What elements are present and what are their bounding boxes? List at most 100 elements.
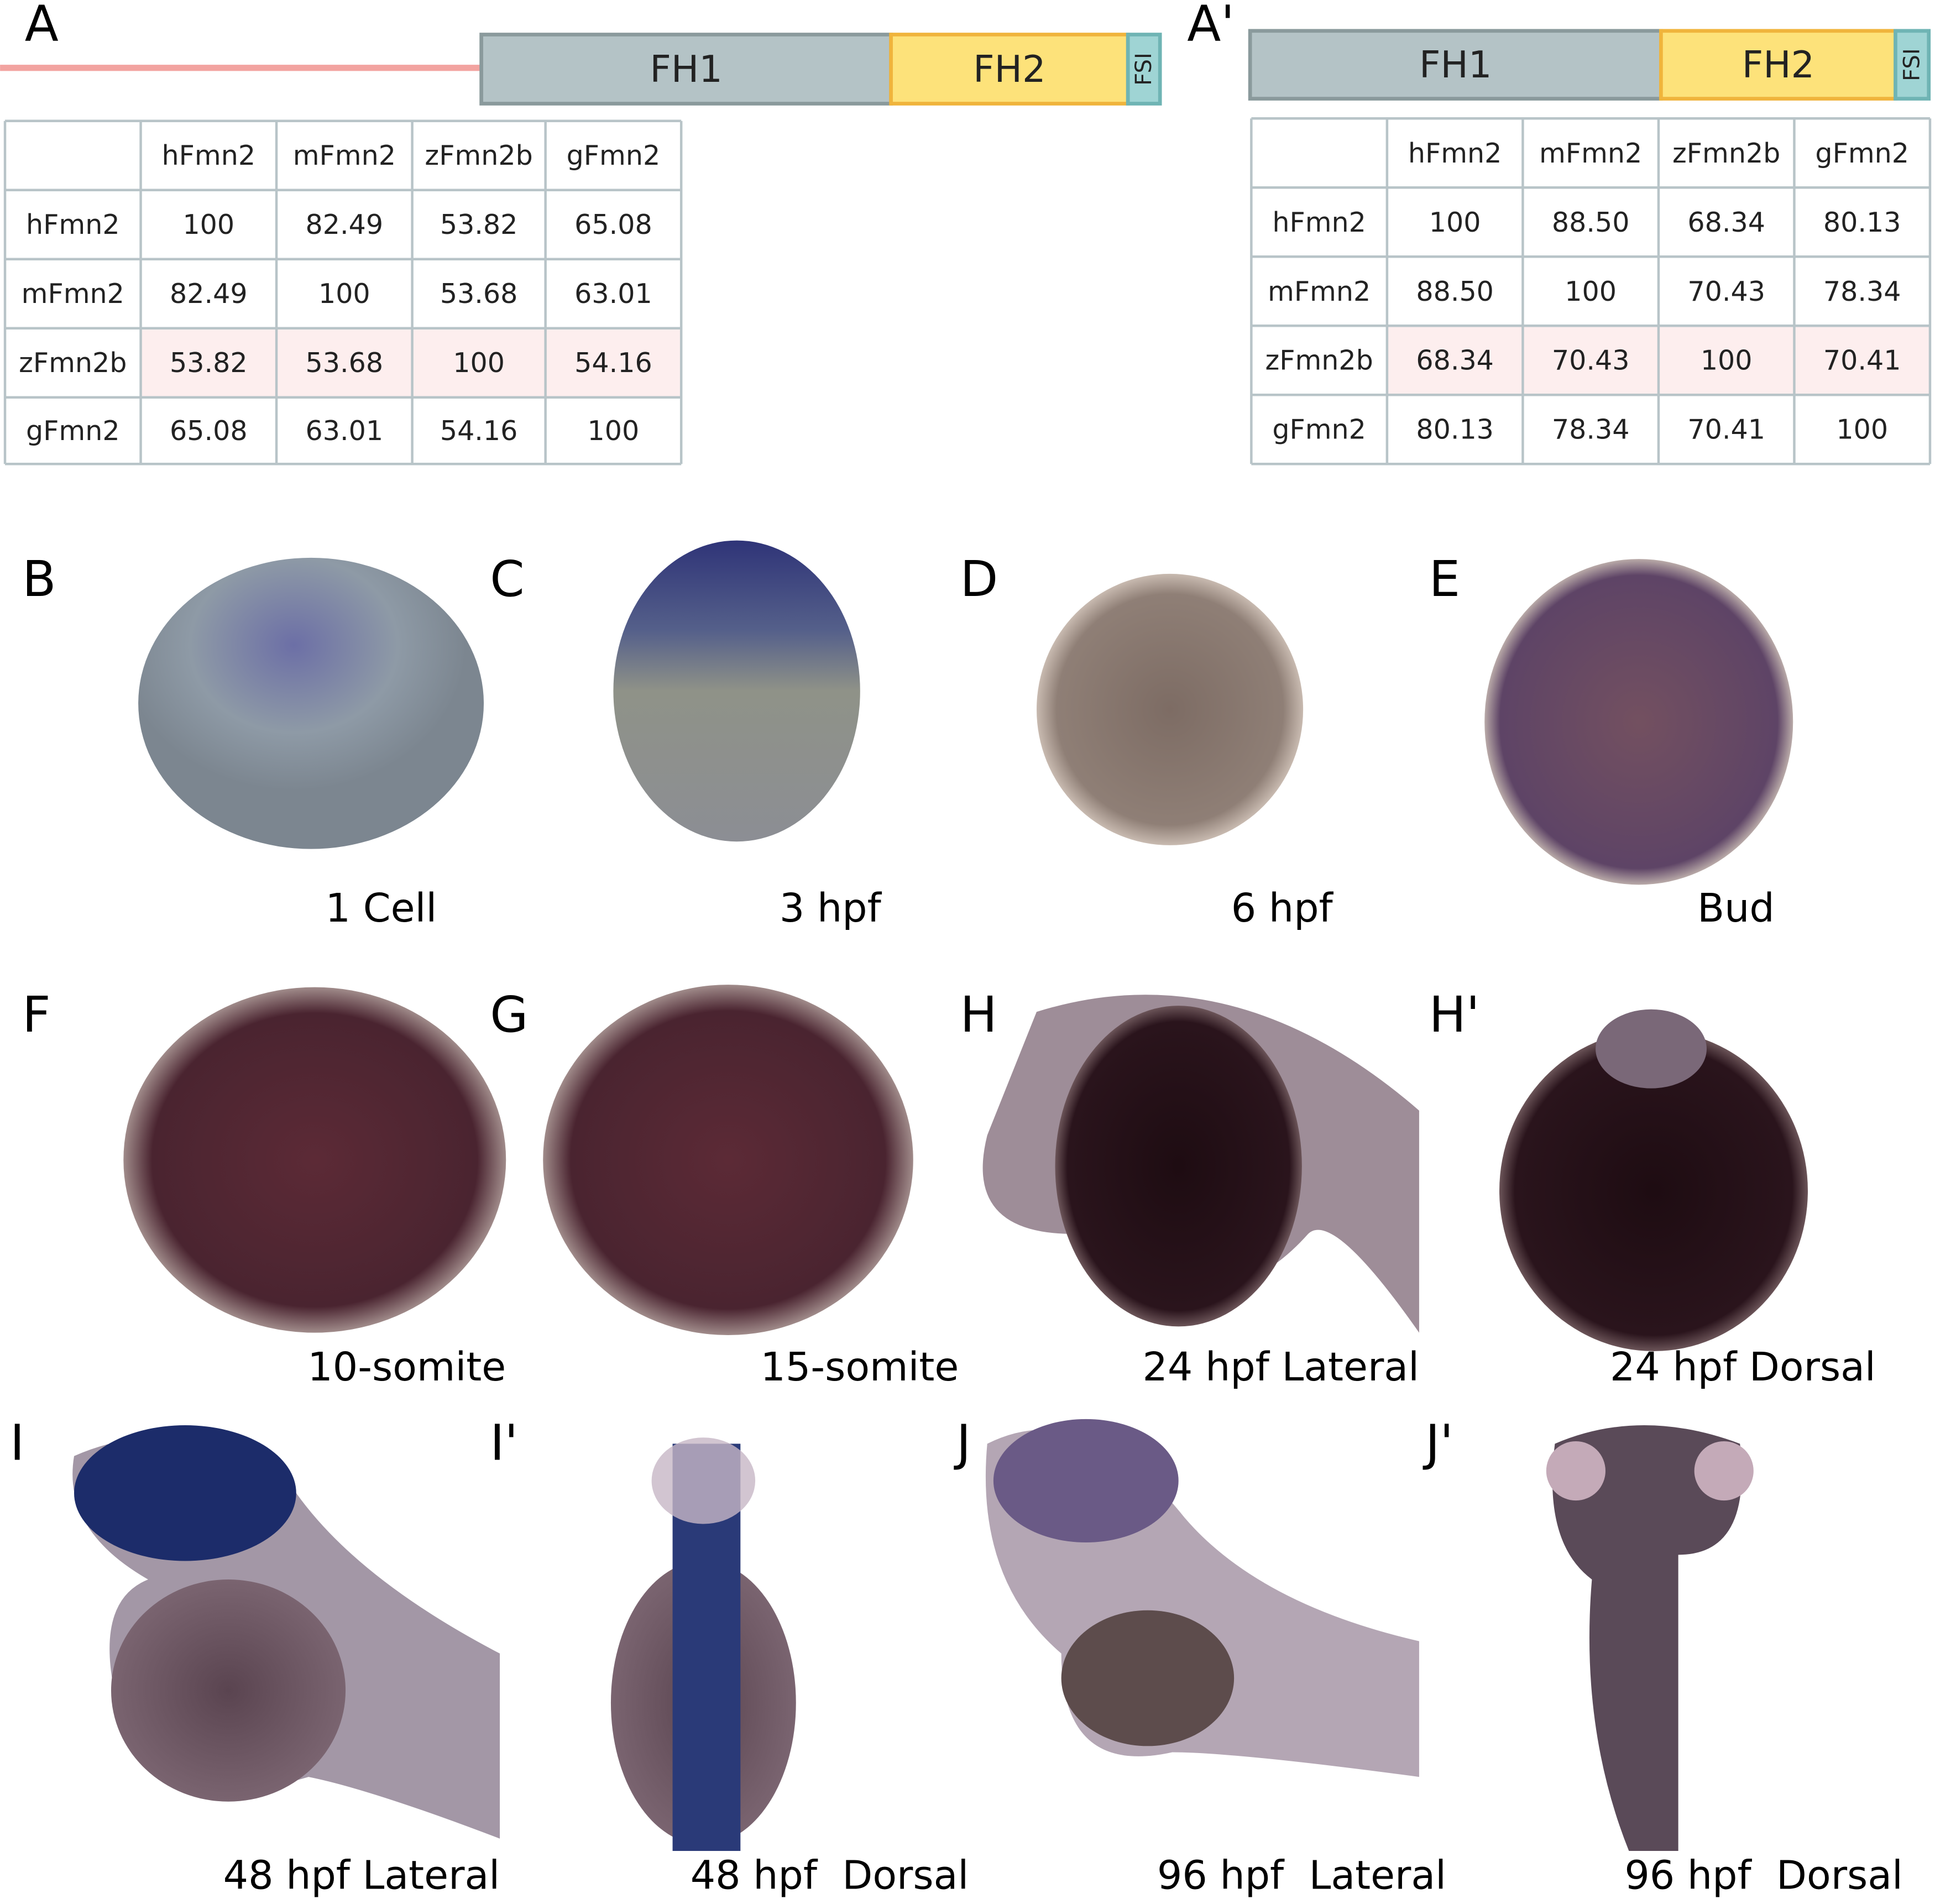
embryo <box>993 1419 1179 1543</box>
embryo-images <box>72 540 1808 1851</box>
embryo <box>1499 1030 1808 1352</box>
panel-label: H <box>960 986 997 1044</box>
row-header: mFmn2 <box>22 278 124 310</box>
table-cell: 100 <box>1429 206 1481 238</box>
panel-table: A' FH1 FH2 FSI hFmn2 mFmn2 zFmn2b gFmn2 hFmn2 100… <box>1187 0 1932 465</box>
table-cell: 63.01 <box>306 415 384 447</box>
embryo <box>1061 1610 1235 1746</box>
panel-label: F <box>22 986 50 1044</box>
embryo <box>138 557 484 849</box>
row-header: zFmn2b <box>1265 344 1373 376</box>
table-cell: 100 <box>1565 275 1617 307</box>
table-cell: 82.49 <box>170 278 248 310</box>
panel-label: H' <box>1429 986 1480 1044</box>
column-header: hFmn2 <box>1408 137 1502 169</box>
table-cell: 100 <box>453 347 505 379</box>
table-cell: 100 <box>318 278 370 310</box>
domain-label: FSI <box>1131 53 1157 86</box>
domain-box <box>889 33 1130 106</box>
panel-label: J' <box>1423 1414 1453 1472</box>
embryo <box>613 540 860 842</box>
panel-label: A <box>25 0 59 53</box>
table-cell: 70.41 <box>1823 344 1901 376</box>
panel-label: E <box>1429 551 1460 608</box>
table-cell: 100 <box>182 208 234 240</box>
domain-box <box>1659 29 1897 101</box>
row-header: gFmn2 <box>1272 414 1366 446</box>
embryo <box>1484 559 1793 885</box>
embryo <box>123 987 506 1333</box>
column-header: zFmn2b <box>1672 137 1780 169</box>
panel-caption: 6 hpf <box>1231 885 1334 931</box>
panel-caption: 48 hpf Lateral <box>223 1853 500 1898</box>
table-cell: 53.68 <box>440 278 518 310</box>
domain-label: FH1 <box>650 48 722 91</box>
table-cell: 80.13 <box>1823 206 1901 238</box>
embryo <box>74 1425 296 1561</box>
panel-caption: 24 hpf Lateral <box>1143 1344 1419 1390</box>
panel-table: A FH1 FH2 FSI hFmn2 mFmn2 zFmn2b gFmn2 hFmn2 100 8… <box>3 0 1162 465</box>
panel-caption: Bud <box>1697 885 1775 931</box>
panel-caption: 24 hpf Dorsal <box>1610 1344 1876 1390</box>
table-cell: 68.34 <box>1687 206 1765 238</box>
table-cell: 70.43 <box>1687 275 1765 307</box>
domain-label: FH2 <box>1742 43 1814 86</box>
table-cell: 100 <box>1836 414 1888 446</box>
embryo <box>651 1437 756 1524</box>
embryo <box>1552 1425 1742 1851</box>
panel-caption: 15-somite <box>761 1344 959 1390</box>
table-cell: 78.34 <box>1552 414 1630 446</box>
embryo <box>543 985 913 1336</box>
panel-caption: 96 hpf Lateral <box>1157 1853 1446 1898</box>
table-cell: 70.43 <box>1552 344 1630 376</box>
panel-caption: 1 Cell <box>326 885 437 931</box>
table-cell: 88.50 <box>1552 206 1630 238</box>
table-cell: 54.16 <box>440 415 518 447</box>
table-cell: 63.01 <box>574 278 652 310</box>
panel-caption: 3 hpf <box>780 885 882 931</box>
panel-label: D <box>960 551 998 608</box>
row-header: hFmn2 <box>1272 206 1366 238</box>
panel-label: G <box>490 986 528 1044</box>
table-cell: 100 <box>1701 344 1753 376</box>
table-cell: 80.13 <box>1416 414 1494 446</box>
table-cell: 53.82 <box>440 208 518 240</box>
row-header: gFmn2 <box>26 415 120 447</box>
table-cell: 88.50 <box>1416 275 1494 307</box>
table-cell: 53.82 <box>170 347 248 379</box>
table-cell: 65.08 <box>170 415 248 447</box>
row-header: zFmn2b <box>19 347 127 379</box>
panel-label: C <box>490 551 524 608</box>
table-cell: 82.49 <box>306 208 384 240</box>
panel-caption: 48 hpf Dorsal <box>691 1853 969 1898</box>
panel-label: I' <box>490 1414 518 1472</box>
table-cell: 78.34 <box>1823 275 1901 307</box>
column-header: zFmn2b <box>425 139 532 171</box>
embryo <box>1055 1006 1302 1327</box>
column-header: mFmn2 <box>293 139 396 171</box>
domain-label: FH2 <box>973 48 1045 91</box>
embryo <box>111 1579 346 1802</box>
embryo-eye <box>1694 1441 1754 1501</box>
domain-box <box>1894 29 1931 101</box>
panel-label: B <box>22 551 56 608</box>
table-cell: 68.34 <box>1416 344 1494 376</box>
table-cell: 100 <box>588 415 640 447</box>
embryo-eye <box>1546 1441 1605 1501</box>
domain-box <box>479 33 893 106</box>
panel-label: I <box>10 1414 24 1472</box>
domain-box <box>1248 29 1663 101</box>
domain-label: FSI <box>1900 48 1925 81</box>
table-cell: 65.08 <box>574 208 652 240</box>
domain-box <box>1126 33 1162 106</box>
panel-label: A' <box>1187 0 1235 53</box>
column-header: gFmn2 <box>1815 137 1909 169</box>
panel-label: J <box>954 1414 971 1472</box>
embryo <box>1596 1009 1707 1089</box>
table-cell: 53.68 <box>306 347 384 379</box>
row-header: hFmn2 <box>26 208 120 240</box>
column-header: hFmn2 <box>162 139 256 171</box>
panel-caption: 96 hpf Dorsal <box>1624 1853 1903 1898</box>
table-cell: 54.16 <box>574 347 652 379</box>
